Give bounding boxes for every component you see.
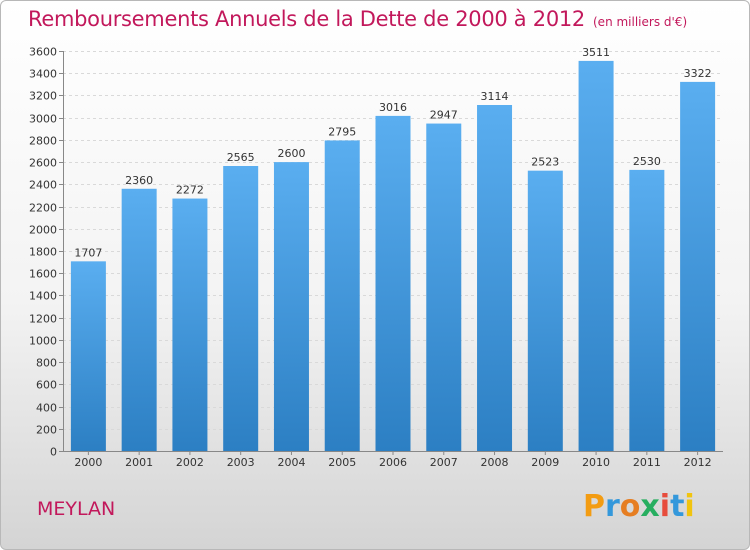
x-tick-label: 2010	[582, 456, 610, 469]
x-tick-label: 2012	[684, 456, 712, 469]
axes: 0 200 400 600 800 1000 1200 1400 1600 1800 2000 220…	[29, 46, 723, 469]
bar	[375, 115, 411, 451]
bar-value-label: 3016	[379, 101, 407, 114]
bar	[223, 166, 259, 451]
bar	[121, 188, 157, 451]
y-tick-label: 2400	[29, 179, 57, 192]
x-tick-label: 2006	[379, 456, 407, 469]
bar-value-label: 2360	[125, 174, 153, 187]
proxiti-logo[interactable]: Proxiti	[583, 489, 695, 524]
x-tick-label: 2002	[176, 456, 204, 469]
logo-letter: x	[640, 489, 660, 524]
x-tick-label: 2008	[481, 456, 509, 469]
bar	[172, 198, 208, 451]
logo-letter: i	[659, 489, 671, 524]
bar-value-label: 2272	[176, 184, 204, 197]
bar	[477, 105, 513, 451]
y-tick-label: 3000	[29, 113, 57, 126]
y-tick-label: 600	[36, 379, 57, 392]
x-tick-label: 2009	[531, 456, 559, 469]
bar	[578, 60, 614, 452]
commune-name: MEYLAN	[37, 498, 116, 520]
y-tick-label: 1000	[29, 335, 57, 348]
bar-value-label: 2530	[633, 155, 661, 168]
x-tick-label: 2011	[633, 456, 661, 469]
chart-title: Remboursements Annuels de la Dette de 20…	[28, 7, 687, 31]
y-tick-label: 1600	[29, 268, 57, 281]
bar-value-label: 2600	[277, 147, 305, 160]
bar-value-label: 2565	[227, 151, 255, 164]
bar	[426, 123, 462, 452]
bar	[527, 170, 563, 451]
y-tick-label: 1200	[29, 313, 57, 326]
bar-value-label: 3114	[481, 90, 509, 103]
y-tick-label: 3400	[29, 68, 57, 81]
y-tick-label: 1800	[29, 246, 57, 259]
y-tick-label: 400	[36, 402, 57, 415]
x-tick-label: 2005	[328, 456, 356, 469]
chart-subtitle: (en milliers d'€)	[593, 15, 688, 29]
x-tick-label: 2004	[277, 456, 305, 469]
y-tick-label: 2600	[29, 157, 57, 170]
bar-value-label: 2795	[328, 125, 356, 138]
bar	[273, 162, 309, 451]
logo-letter: i	[684, 489, 695, 524]
y-tick-label: 800	[36, 357, 57, 370]
x-tick-label: 2007	[430, 456, 458, 469]
y-tick-label: 2000	[29, 224, 57, 237]
bar	[70, 261, 106, 451]
logo-letter: o	[619, 489, 641, 524]
bar-value-label: 2523	[531, 156, 559, 169]
y-tick-label: 3600	[29, 46, 57, 59]
y-tick-label: 2800	[29, 135, 57, 148]
bars	[70, 60, 716, 452]
y-tick-label: 2200	[29, 202, 57, 215]
x-tick-label: 2001	[125, 456, 153, 469]
bar	[629, 169, 665, 451]
y-tick-label: 1400	[29, 290, 57, 303]
x-tick-label: 2000	[74, 456, 102, 469]
bar	[680, 81, 716, 451]
logo-letter: P	[583, 489, 605, 524]
y-tick-label: 0	[50, 446, 57, 459]
logo-letter: r	[605, 489, 620, 524]
bar-value-label: 3322	[684, 67, 712, 80]
title-text: Remboursements Annuels de la Dette de 20…	[28, 7, 585, 31]
value-labels: 1707 2360 2272 2565 2600 2795 3016 2947 3114 2523…	[74, 46, 711, 259]
bar	[324, 140, 360, 451]
y-tick-label: 200	[36, 424, 57, 437]
bar-value-label: 3511	[582, 46, 610, 59]
bar-value-label: 1707	[74, 246, 102, 259]
x-tick-label: 2003	[227, 456, 255, 469]
y-tick-label: 3200	[29, 90, 57, 103]
bar-value-label: 2947	[430, 109, 458, 122]
logo-letter: t	[670, 489, 685, 524]
